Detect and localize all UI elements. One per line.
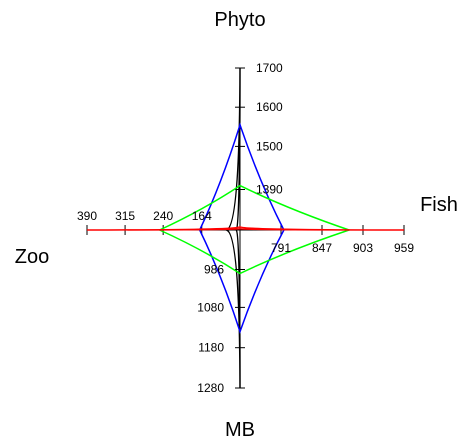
series-shape-3 [157,184,352,275]
series-shape-4 [86,225,405,231]
axis-title-fish: Fish [420,194,458,216]
tick-label: 1080 [197,300,224,314]
series-shape-1 [224,67,241,389]
tick-label: 390 [77,209,97,223]
tick-label: 847 [312,241,332,255]
tick-label: 1600 [256,100,283,114]
tick-label: 240 [153,209,173,223]
series-layer [86,67,405,389]
tick-label: 1390 [256,183,283,197]
series-shape-2 [198,122,285,334]
tick-label: 986 [204,263,224,277]
tick-label: 1500 [256,139,283,153]
tick-label: 791 [271,241,291,255]
tick-label: 959 [394,241,414,255]
labels-layer: 1390 1500 1600 1700 Phyto 791 847 903 959 Fish 986… [15,9,458,441]
tick-label: 1280 [197,381,224,395]
tick-label: 1700 [256,61,283,75]
axis-title-zoo: Zoo [15,246,49,268]
tick-label: 1180 [198,341,224,355]
axis-title-phyto: Phyto [214,9,265,31]
tick-label: 164 [192,209,212,223]
tick-label: 903 [353,241,373,255]
tick-label: 315 [115,209,135,223]
axis-title-mb: MB [225,419,255,441]
